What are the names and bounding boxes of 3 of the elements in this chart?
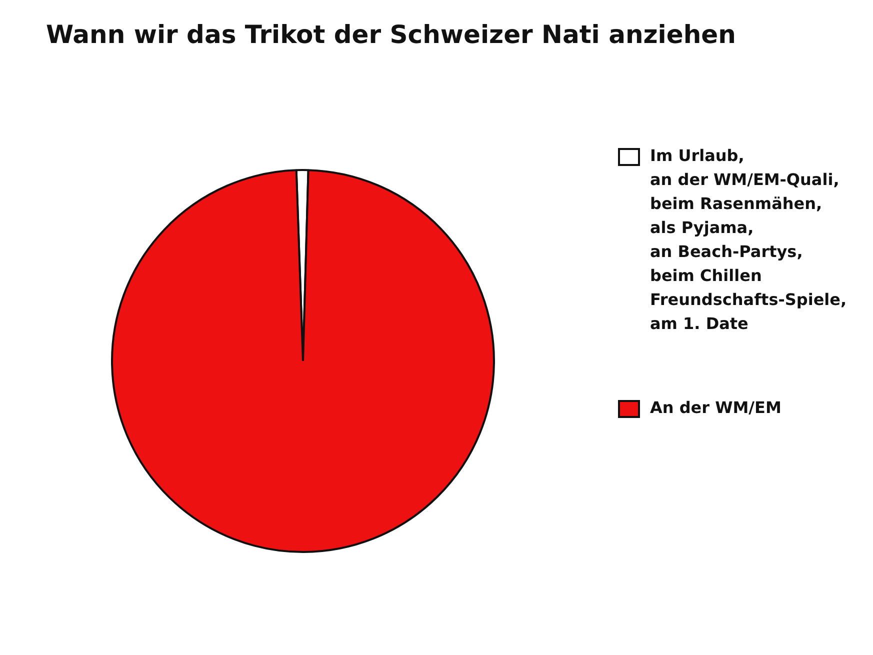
legend-label: Im Urlaub, an der WM/EM-Quali, beim Rasenmähen, als Pyjama, an Beach-Partys, beim Chillen Freundschafts-Spiele, am 1. Date (650, 145, 847, 335)
legend-label: An der WM/EM (650, 397, 782, 419)
chart-title: Wann wir das Trikot der Schweizer Nati anziehen (46, 20, 736, 49)
